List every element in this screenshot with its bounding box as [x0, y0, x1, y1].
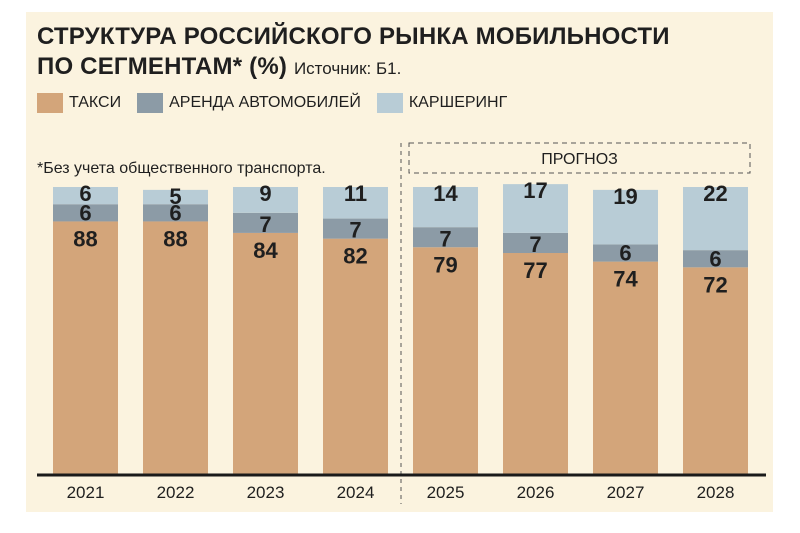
chart-title: СТРУКТУРА РОССИЙСКОГО РЫНКА МОБИЛЬНОСТИ … — [37, 22, 670, 84]
legend-label-carsharing: КАРШЕРИНГ — [408, 94, 508, 111]
bar-segment-2026-0 — [503, 253, 568, 474]
data-label-taxi-2026: 77 — [523, 258, 547, 283]
bar-segment-2027-0 — [593, 261, 658, 474]
bar-segment-2026-1 — [503, 232, 568, 254]
data-label-carsharing-2021: 6 — [79, 181, 91, 206]
data-label-carsharing-2023: 9 — [259, 181, 271, 206]
x-tick-2024: 2024 — [337, 483, 375, 502]
legend-label-rental: АРЕНДА АВТОМОБИЛЕЙ — [169, 94, 361, 111]
legend-swatch-rental — [137, 93, 164, 113]
bar-segment-2023-1 — [233, 212, 298, 233]
bar-segment-2022-0 — [143, 221, 208, 474]
bar-segment-2026-2 — [503, 184, 568, 233]
x-tick-2021: 2021 — [67, 483, 105, 502]
data-label-rental-2023: 7 — [259, 212, 271, 237]
x-tick-2026: 2026 — [517, 483, 555, 502]
footnote: *Без учета общественного транспорта. — [37, 160, 326, 177]
legend-item-carsharing: КАРШЕРИНГ — [376, 93, 508, 113]
data-label-rental-2027: 6 — [619, 241, 631, 266]
bar-segment-2028-1 — [683, 250, 748, 268]
bar-segment-2025-1 — [413, 227, 478, 248]
data-label-taxi-2022: 88 — [163, 226, 187, 251]
data-label-taxi-2028: 72 — [703, 272, 727, 297]
title-line-1: СТРУКТУРА РОССИЙСКОГО РЫНКА МОБИЛЬНОСТИ — [37, 23, 670, 50]
legend-item-rental: АРЕНДА АВТОМОБИЛЕЙ — [137, 93, 361, 113]
data-label-carsharing-2027: 19 — [613, 184, 637, 209]
bar-segment-2027-2 — [593, 189, 658, 245]
data-label-rental-2024: 7 — [349, 218, 361, 243]
x-tick-2027: 2027 — [607, 483, 645, 502]
data-label-rental-2028: 6 — [709, 246, 721, 271]
bar-segment-2028-2 — [683, 187, 748, 251]
data-label-carsharing-2022: 5 — [169, 184, 181, 209]
data-label-carsharing-2028: 22 — [703, 181, 727, 206]
bar-segment-2021-0 — [53, 221, 118, 474]
data-label-carsharing-2024: 11 — [344, 181, 367, 206]
legend-swatch-taxi — [37, 93, 63, 113]
data-label-taxi-2027: 74 — [613, 267, 638, 292]
bar-segment-2023-2 — [233, 187, 298, 213]
bar-segment-2021-2 — [53, 187, 118, 205]
x-tick-2023: 2023 — [247, 483, 285, 502]
legend-label-taxi: ТАКСИ — [69, 94, 122, 111]
data-label-carsharing-2026: 17 — [523, 178, 547, 203]
data-label-rental-2021: 6 — [79, 200, 91, 225]
bar-segment-2025-0 — [413, 247, 478, 474]
chart-panel: СТРУКТУРА РОССИЙСКОГО РЫНКА МОБИЛЬНОСТИ … — [26, 12, 773, 512]
stacked-bar-chart: ПРОГНОЗ668820215688202297842023117822024… — [37, 142, 766, 504]
source-note: Источник: Б1. — [293, 59, 402, 78]
bar-segment-2027-1 — [593, 244, 658, 262]
data-label-taxi-2025: 79 — [433, 252, 457, 277]
bar-segment-2028-0 — [683, 267, 748, 474]
x-tick-2022: 2022 — [157, 483, 195, 502]
bar-segment-2022-1 — [143, 204, 208, 222]
forecast-label: ПРОГНОЗ — [541, 151, 618, 168]
data-label-rental-2026: 7 — [529, 232, 541, 257]
legend-item-taxi: ТАКСИ — [37, 93, 121, 113]
legend: ТАКСИ АРЕНДА АВТОМОБИЛЕЙ КАРШЕРИНГ — [37, 90, 523, 116]
legend-swatch-carsharing — [376, 93, 403, 113]
bar-segment-2022-2 — [143, 189, 208, 205]
bar-segment-2025-2 — [413, 187, 478, 228]
data-label-carsharing-2025: 14 — [433, 181, 458, 206]
data-label-taxi-2023: 84 — [253, 238, 278, 263]
data-label-rental-2022: 6 — [169, 200, 181, 225]
x-tick-2028: 2028 — [697, 483, 735, 502]
data-label-taxi-2021: 88 — [73, 226, 97, 251]
bar-segment-2024-0 — [323, 238, 388, 474]
data-label-rental-2025: 7 — [439, 226, 451, 251]
x-tick-2025: 2025 — [427, 483, 465, 502]
forecast-box — [408, 142, 751, 174]
data-label-taxi-2024: 82 — [343, 244, 367, 269]
title-line-2: ПО СЕГМЕНТАМ* (%) — [37, 53, 288, 80]
bar-segment-2024-1 — [323, 218, 388, 239]
bar-segment-2023-0 — [233, 232, 298, 474]
bar-segment-2024-2 — [323, 187, 388, 219]
bar-segment-2021-1 — [53, 204, 118, 222]
